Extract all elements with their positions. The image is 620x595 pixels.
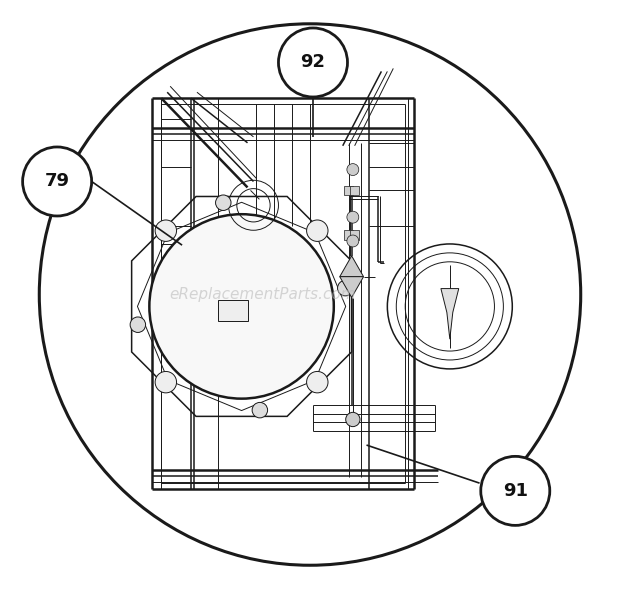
Circle shape [307, 220, 328, 242]
Text: 91: 91 [503, 482, 528, 500]
Text: 79: 79 [45, 173, 69, 190]
Bar [350, 230, 360, 240]
Text: 92: 92 [301, 54, 326, 71]
Polygon shape [340, 277, 363, 298]
Circle shape [480, 456, 550, 525]
Text: eReplacementParts.com: eReplacementParts.com [169, 287, 356, 302]
Circle shape [307, 371, 328, 393]
Polygon shape [340, 256, 363, 277]
Circle shape [216, 195, 231, 211]
Circle shape [155, 371, 177, 393]
Bar [350, 186, 360, 195]
Circle shape [278, 28, 347, 97]
Circle shape [22, 147, 92, 216]
Circle shape [130, 317, 146, 333]
Circle shape [252, 402, 268, 418]
Circle shape [155, 220, 177, 242]
Circle shape [346, 412, 360, 427]
Circle shape [149, 214, 334, 399]
Bar [344, 186, 353, 195]
Polygon shape [441, 289, 459, 339]
Circle shape [337, 280, 353, 296]
Circle shape [347, 235, 359, 247]
Circle shape [347, 211, 359, 223]
Bar [344, 230, 353, 240]
Circle shape [347, 164, 359, 176]
Bar [218, 300, 247, 321]
